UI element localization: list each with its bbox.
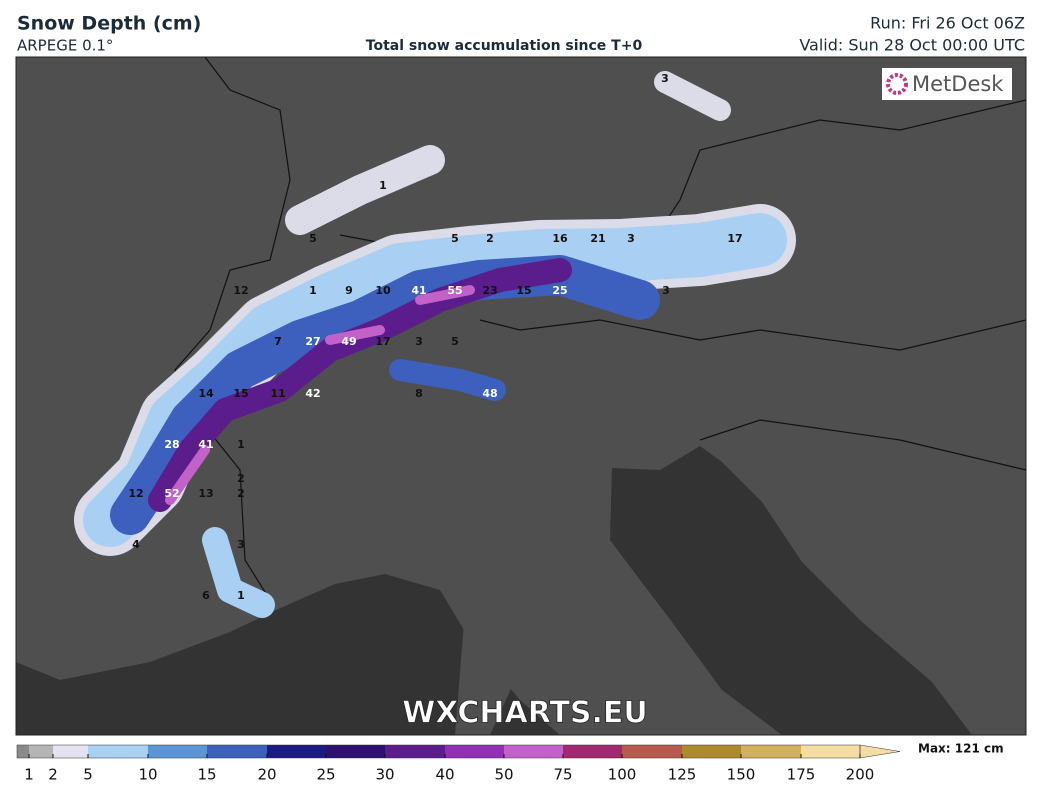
colorbar-segment xyxy=(29,745,53,758)
map-label: 12 xyxy=(128,487,143,500)
colorbar-segment xyxy=(801,745,860,758)
sea xyxy=(610,446,972,735)
snow-cover xyxy=(74,71,796,618)
logo-icon xyxy=(886,73,908,95)
colorbar-label: 20 xyxy=(257,766,276,784)
colorbar-label: 200 xyxy=(846,766,875,784)
map-label: 10 xyxy=(375,284,391,297)
colorbar-label: 100 xyxy=(608,766,637,784)
map-label: 2 xyxy=(486,232,494,245)
colorbar-segment xyxy=(504,745,563,758)
colorbar-segment xyxy=(17,745,29,758)
colorbar-label: 50 xyxy=(494,766,513,784)
island xyxy=(455,610,515,735)
colorbar-label: 1 xyxy=(24,766,34,784)
map-label: 12 xyxy=(233,284,248,297)
colorbar-segment xyxy=(741,745,801,758)
map-label: 17 xyxy=(727,232,742,245)
logo: MetDesk xyxy=(882,68,1012,100)
map-label: 1 xyxy=(237,438,245,451)
colorbar-segment xyxy=(148,745,207,758)
map-label: 13 xyxy=(198,487,213,500)
map-label: 3 xyxy=(661,72,669,85)
colorbar-label: 30 xyxy=(375,766,394,784)
run-time: Run: Fri 26 Oct 06Z xyxy=(870,14,1025,33)
colorbar-label: 125 xyxy=(668,766,697,784)
colorbar-segment xyxy=(207,745,267,758)
title: Snow Depth (cm) xyxy=(17,13,201,35)
map-label: 2 xyxy=(237,472,245,485)
map-label: 16 xyxy=(552,232,568,245)
colorbar-segment xyxy=(326,745,385,758)
map-label: 3 xyxy=(415,335,423,348)
map-label: 1 xyxy=(379,179,387,192)
colorbar-label: 40 xyxy=(435,766,454,784)
map-label: 55 xyxy=(447,284,462,297)
model: ARPEGE 0.1° xyxy=(17,37,113,55)
colorbar-label: 75 xyxy=(553,766,572,784)
colorbar-label: 150 xyxy=(727,766,756,784)
map-frame xyxy=(15,56,1027,736)
colorbar-label: 10 xyxy=(138,766,157,784)
map-label: 2 xyxy=(237,487,245,500)
colorbar-segment xyxy=(445,745,504,758)
colorbar-segment xyxy=(682,745,741,758)
map-label: 5 xyxy=(309,232,317,245)
colorbar-label: 5 xyxy=(83,766,93,784)
map-label: 1 xyxy=(309,284,317,297)
map-label: 41 xyxy=(198,438,213,451)
logo-box xyxy=(882,68,1012,100)
map-label: 52 xyxy=(164,487,179,500)
map-label: 41 xyxy=(411,284,426,297)
map-label: 15 xyxy=(516,284,531,297)
map-label: 5 xyxy=(451,335,459,348)
colorbar-label: 25 xyxy=(316,766,335,784)
map-label: 15 xyxy=(233,387,248,400)
max-label: Max: 121 cm xyxy=(918,742,1004,756)
colorbar-segment xyxy=(267,745,326,758)
colorbar-segment xyxy=(88,745,148,758)
colorbar-label: 2 xyxy=(48,766,58,784)
map-label: 4 xyxy=(132,538,140,551)
map-label: 27 xyxy=(305,335,320,348)
map-label: 14 xyxy=(198,387,214,400)
map-label: 1 xyxy=(237,589,245,602)
colorbar-segment xyxy=(622,745,682,758)
colorbar-label: 15 xyxy=(197,766,216,784)
logo-text: MetDesk xyxy=(912,72,1004,96)
map-label: 28 xyxy=(164,438,179,451)
map-label: 49 xyxy=(341,335,356,348)
map-label: 5 xyxy=(451,232,459,245)
colorbar-segment xyxy=(385,745,445,758)
map-label: 7 xyxy=(274,335,282,348)
map-label: 3 xyxy=(662,284,670,297)
map-label: 3 xyxy=(237,538,245,551)
map-label: 21 xyxy=(590,232,605,245)
map-label: 48 xyxy=(482,387,497,400)
map-label: 6 xyxy=(202,589,210,602)
colorbar-segment xyxy=(53,745,88,758)
map xyxy=(15,56,1027,736)
colorbar-segment xyxy=(563,745,622,758)
map-label: 3 xyxy=(627,232,635,245)
map-label: 17 xyxy=(375,335,390,348)
map-label: 8 xyxy=(415,387,423,400)
map-label: 25 xyxy=(552,284,567,297)
subtitle: Total snow accumulation since T+0 xyxy=(366,38,643,54)
sea xyxy=(16,574,560,735)
valid-time: Valid: Sun 28 Oct 00:00 UTC xyxy=(799,36,1025,55)
watermark: WXCHARTS.EU xyxy=(402,696,648,731)
colorbar-label: 175 xyxy=(787,766,816,784)
map-label: 11 xyxy=(270,387,285,400)
colorbar-frame xyxy=(16,744,861,759)
map-label: 9 xyxy=(345,284,353,297)
map-label: 42 xyxy=(305,387,320,400)
map-label: 23 xyxy=(482,284,497,297)
